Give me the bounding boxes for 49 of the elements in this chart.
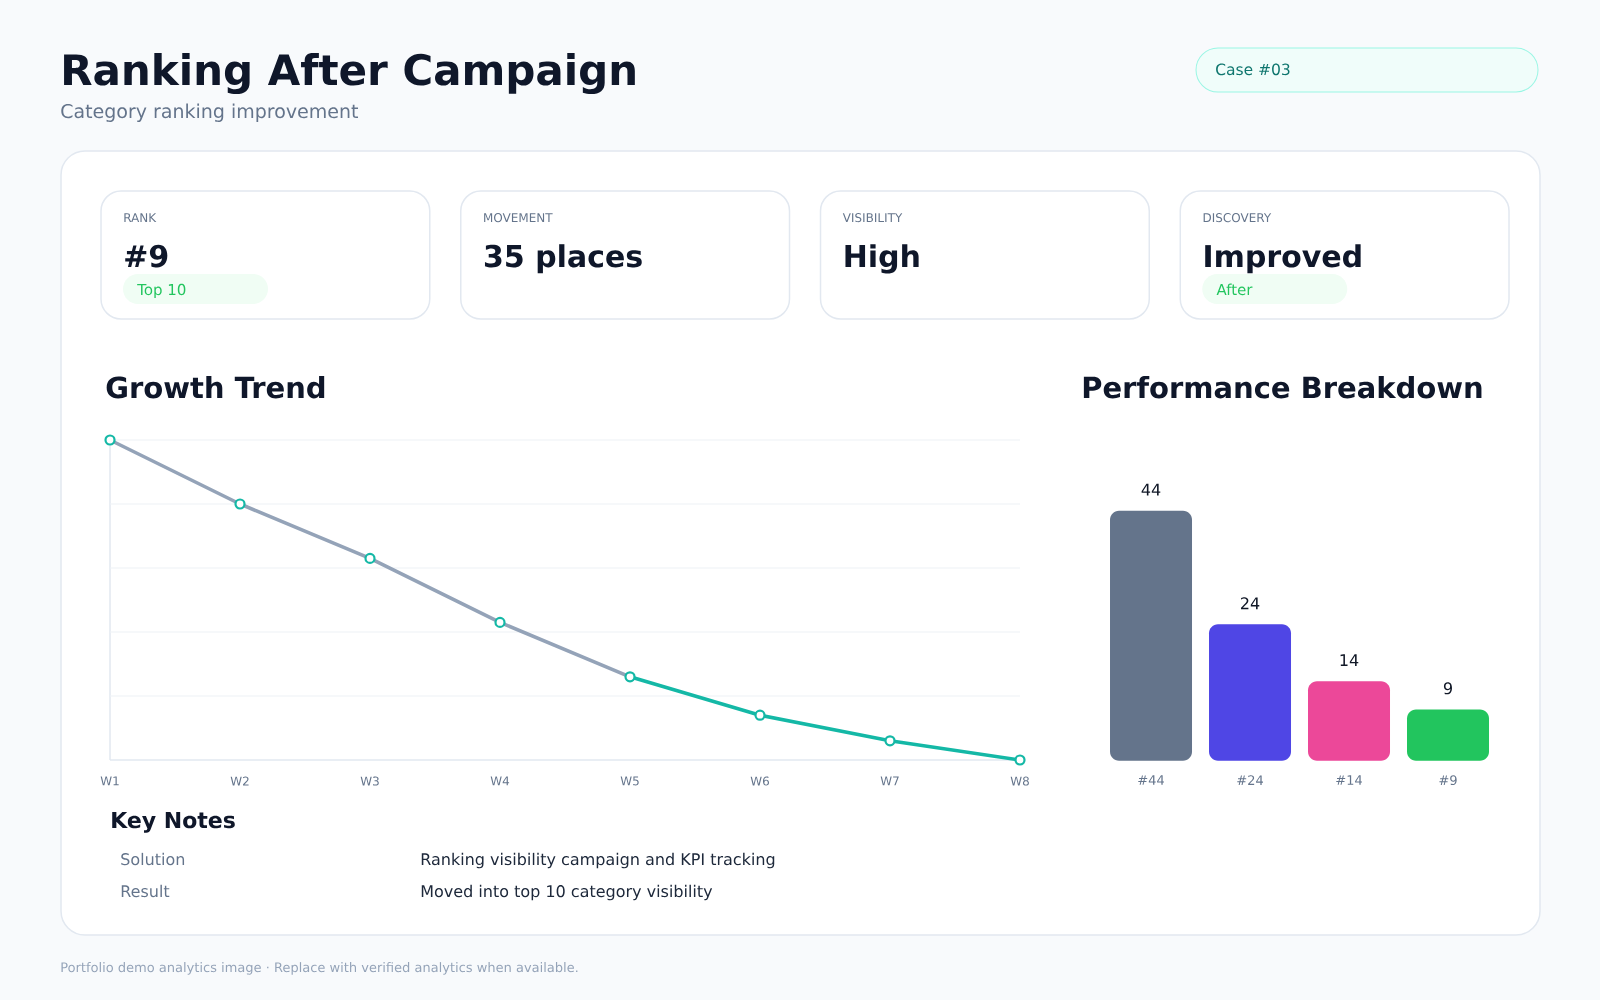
x-tick-label: W7	[880, 776, 899, 786]
category-label: RANK	[124, 213, 157, 222]
text: Key Notes	[112, 811, 235, 833]
text: Top 10	[137, 283, 186, 299]
point	[884, 735, 896, 747]
point	[234, 498, 246, 510]
chart-title: Growth Trend	[106, 375, 325, 399]
text: Moved into top 10 category visibility	[421, 884, 713, 901]
text: After	[1216, 283, 1253, 296]
bar	[1407, 709, 1490, 761]
text: Portfolio demo analytics image · Replace with verified analytics when available.	[61, 962, 578, 975]
category-label: VISIBILITY	[842, 213, 903, 223]
bar	[1209, 624, 1292, 761]
point	[364, 552, 376, 564]
text: Category ranking improvement	[61, 103, 359, 122]
point	[754, 709, 766, 721]
x-tick-label: W8	[1010, 776, 1029, 786]
point	[104, 434, 116, 446]
text: Ranking After Campaign	[64, 53, 635, 95]
text: Improved	[1205, 244, 1361, 274]
bar	[1308, 681, 1391, 761]
bar	[1110, 510, 1193, 761]
category-label: Result	[121, 884, 170, 898]
x-tick-label: W4	[490, 776, 510, 786]
x-tick-label: #14	[1336, 775, 1362, 785]
category-label: DISCOVERY	[1203, 213, 1272, 223]
x-tick-label: W1	[100, 776, 119, 786]
point	[1014, 754, 1026, 766]
text: 35 places	[484, 244, 642, 274]
x-tick-label: W3	[360, 776, 379, 786]
category-label: MOVEMENT	[484, 213, 553, 223]
text: #9	[125, 244, 168, 268]
category-label: Solution	[121, 852, 185, 866]
x-tick-label: #44	[1138, 775, 1164, 785]
data-label: 24	[1241, 597, 1260, 610]
x-tick-label: W6	[750, 776, 770, 786]
x-tick-label: #24	[1237, 775, 1263, 785]
data-label: 44	[1141, 483, 1161, 496]
point	[624, 671, 636, 683]
chart-title: Performance Breakdown	[1083, 375, 1482, 399]
data-label: 9	[1443, 682, 1452, 695]
text: High	[845, 244, 919, 274]
x-tick-label: W5	[620, 776, 639, 786]
text: Case #03	[1216, 63, 1290, 76]
x-tick-label: W2	[230, 776, 249, 786]
x-tick-label: #9	[1439, 775, 1457, 786]
data-label: 14	[1340, 654, 1359, 666]
point	[494, 616, 506, 628]
text: Ranking visibility campaign and KPI tracking	[421, 852, 775, 869]
